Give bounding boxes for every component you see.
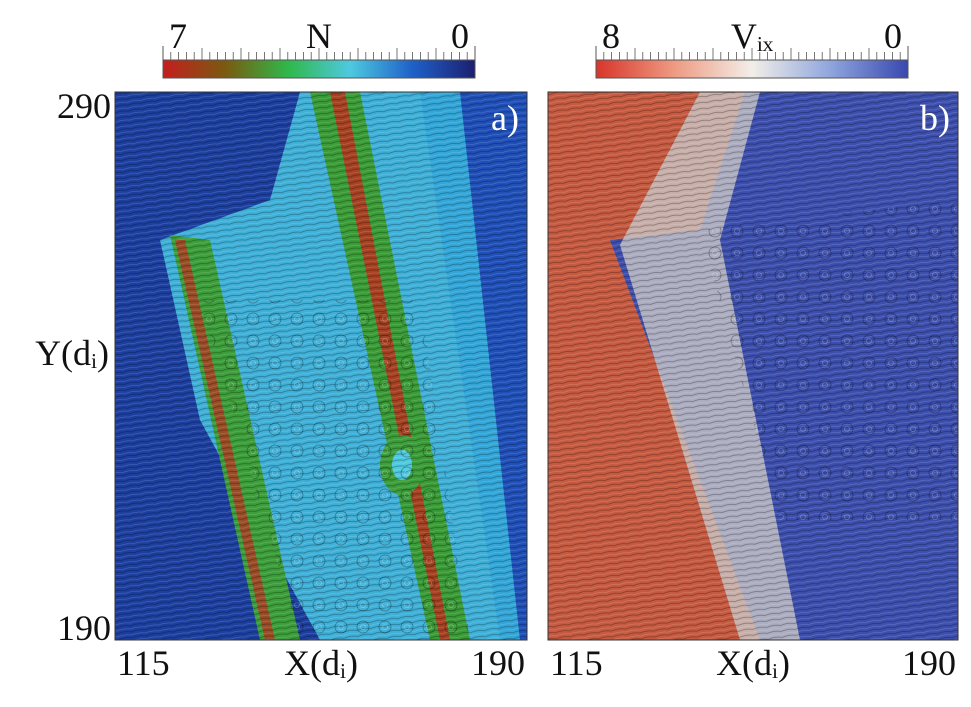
x-axis-label: X(dᵢ) bbox=[716, 643, 790, 683]
colorbar-label: N bbox=[306, 16, 332, 56]
panel-label: b) bbox=[920, 98, 950, 138]
colorbar-tick-label: 7 bbox=[169, 16, 187, 56]
colorbar bbox=[162, 59, 476, 79]
y-tick-label: 290 bbox=[57, 86, 111, 126]
colorbar bbox=[595, 59, 909, 79]
y-axis-label: Y(dᵢ) bbox=[35, 333, 109, 373]
colorbar-tick-label: 8 bbox=[602, 16, 620, 56]
colorbar-tick-label: 0 bbox=[884, 16, 902, 56]
x-tick-label: 115 bbox=[550, 643, 603, 683]
y-tick-label: 190 bbox=[57, 608, 111, 648]
x-tick-label: 115 bbox=[117, 643, 170, 683]
x-tick-label: 190 bbox=[902, 643, 956, 683]
panel-label: a) bbox=[491, 98, 519, 138]
panel-b-image bbox=[547, 91, 959, 641]
colorbar-tick-label: 0 bbox=[451, 16, 469, 56]
x-axis-label: X(dᵢ) bbox=[284, 643, 358, 683]
panel-a-image bbox=[114, 91, 528, 641]
colorbar-label: Vᵢₓ bbox=[731, 16, 774, 56]
x-tick-label: 190 bbox=[471, 643, 525, 683]
